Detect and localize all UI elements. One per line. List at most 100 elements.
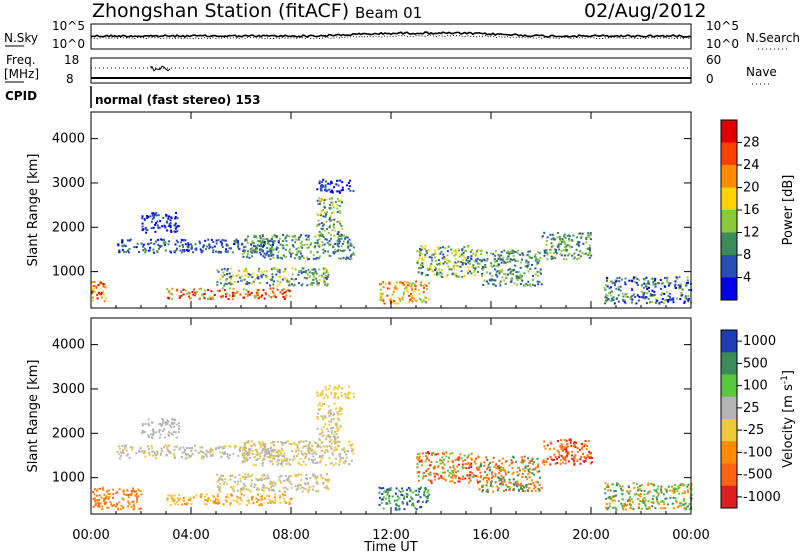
range-cell <box>271 489 273 491</box>
range-cell <box>430 268 433 271</box>
colorbar-tick-label: 12 <box>743 226 760 241</box>
range-cell <box>411 287 414 290</box>
range-cell <box>628 492 631 495</box>
range-cell <box>161 422 164 424</box>
range-cell <box>409 490 412 493</box>
range-cell <box>637 498 640 501</box>
range-cell <box>322 272 325 275</box>
range-cell <box>433 475 436 478</box>
range-cell <box>186 249 188 252</box>
range-cell <box>103 300 106 303</box>
range-cell <box>337 184 340 187</box>
range-cell <box>411 498 414 501</box>
range-cell <box>223 274 226 277</box>
range-cell <box>134 494 137 497</box>
range-cell <box>516 259 519 262</box>
range-cell <box>671 485 673 488</box>
range-cell <box>400 493 403 496</box>
range-cell <box>306 284 309 287</box>
range-cell <box>180 291 183 293</box>
range-cell <box>283 454 286 457</box>
cpid-panel: CPID normal (fast stereo) 153 <box>5 86 261 108</box>
range-cell <box>272 253 275 256</box>
range-cell <box>557 440 559 442</box>
range-cell <box>338 191 341 194</box>
range-cell <box>524 265 527 268</box>
range-cell <box>273 457 276 460</box>
range-cell <box>397 505 400 507</box>
range-cell <box>386 502 389 505</box>
range-cell <box>491 475 494 478</box>
range-cell <box>269 258 272 261</box>
range-cell <box>327 430 330 433</box>
range-cell <box>297 461 300 464</box>
range-cell <box>300 463 303 466</box>
range-cell <box>309 449 312 452</box>
range-cell <box>161 423 164 426</box>
range-cell <box>329 255 332 258</box>
range-cell <box>388 499 391 502</box>
range-cell <box>321 228 324 230</box>
range-cell <box>232 287 235 290</box>
range-cell <box>517 483 520 486</box>
range-cell <box>294 443 297 446</box>
range-cell <box>218 486 221 488</box>
range-cell <box>378 283 381 286</box>
range-cell <box>318 244 321 247</box>
range-cell <box>410 496 412 499</box>
range-cell <box>494 481 497 484</box>
range-cell <box>457 463 460 466</box>
range-cell <box>243 445 246 447</box>
range-cell <box>510 459 513 462</box>
range-cell <box>525 259 528 262</box>
range-cell <box>668 292 671 295</box>
range-cell <box>320 214 323 217</box>
range-cell <box>588 252 591 255</box>
x-tick-label: 04:00 <box>172 528 209 543</box>
range-cell <box>185 453 188 456</box>
range-cell <box>421 271 424 274</box>
range-cell <box>328 217 331 220</box>
range-cell <box>214 500 217 503</box>
range-cell <box>281 443 284 446</box>
range-cell <box>274 236 277 239</box>
range-cell <box>253 235 256 238</box>
range-cell <box>212 251 215 254</box>
range-cell <box>410 283 413 286</box>
range-cell <box>291 235 294 238</box>
range-cell <box>331 201 334 204</box>
range-cell <box>281 455 284 458</box>
range-cell <box>269 456 272 459</box>
range-cell <box>534 489 537 492</box>
range-cell <box>454 253 457 256</box>
range-cell <box>464 249 467 252</box>
range-cell <box>652 495 655 497</box>
range-cell <box>444 261 447 264</box>
range-cell <box>296 251 299 254</box>
range-cell <box>246 295 249 297</box>
range-cell <box>403 495 406 498</box>
range-cell <box>286 459 289 462</box>
range-cell <box>669 489 672 492</box>
range-cell <box>293 455 296 458</box>
range-cell <box>115 502 118 505</box>
range-cell <box>469 474 472 477</box>
range-cell <box>675 276 678 279</box>
range-cell <box>631 501 634 504</box>
range-cell <box>661 500 664 502</box>
range-cell <box>659 487 662 490</box>
range-cell <box>665 299 668 301</box>
range-cell <box>326 271 329 274</box>
range-cell <box>168 444 171 447</box>
range-cell <box>637 507 640 510</box>
range-cell <box>182 288 185 291</box>
range-cell <box>418 257 421 260</box>
range-cell <box>135 492 138 495</box>
range-cell <box>182 499 185 502</box>
range-cell <box>439 246 442 249</box>
range-cell <box>264 237 267 240</box>
range-cell <box>571 238 573 241</box>
range-cell <box>623 299 626 302</box>
range-cell <box>643 278 646 281</box>
range-cell <box>254 444 257 447</box>
